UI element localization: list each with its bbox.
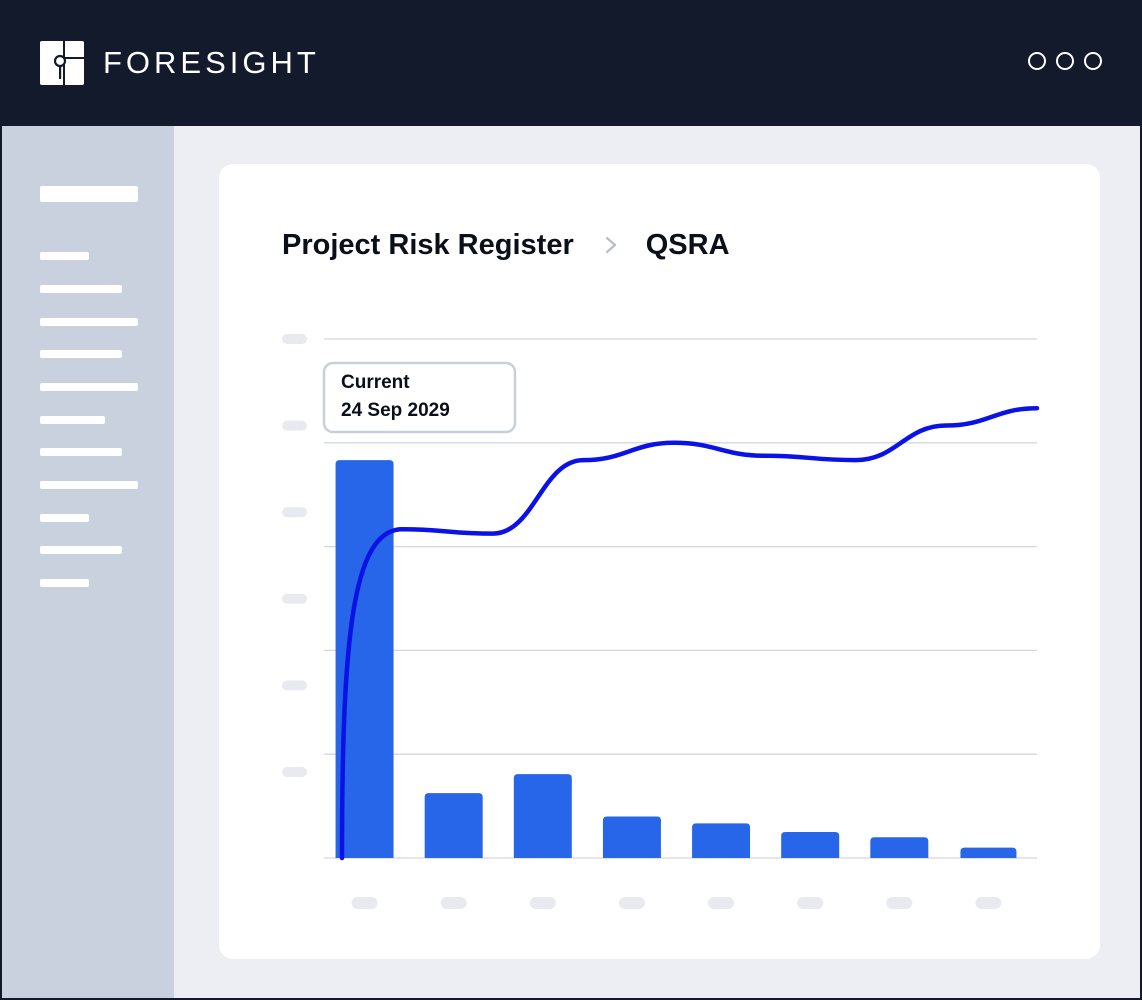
y-tick-label-placeholder <box>282 507 307 518</box>
sidebar-item[interactable] <box>40 448 122 456</box>
bar <box>692 823 751 858</box>
sidebar-item[interactable] <box>40 579 89 587</box>
x-tick-label-placeholder <box>351 897 378 909</box>
y-tick-label-placeholder <box>282 593 307 604</box>
bar <box>335 460 394 858</box>
sidebar-item[interactable] <box>40 416 105 424</box>
x-tick-label-placeholder <box>529 897 556 909</box>
bar <box>602 816 661 858</box>
x-tick-label-placeholder <box>440 897 467 909</box>
sidebar-item[interactable] <box>40 481 138 489</box>
sidebar-item[interactable] <box>40 350 122 358</box>
y-tick-label-placeholder <box>282 420 307 431</box>
top-bar: FORESIGHT <box>2 0 1140 126</box>
tooltip-date: 24 Sep 2029 <box>341 400 450 421</box>
window-controls <box>1028 52 1102 70</box>
breadcrumb-item-qsra[interactable]: QSRA <box>645 229 730 261</box>
circle-icon[interactable] <box>1084 52 1102 70</box>
breadcrumb-item-project-risk-register[interactable]: Project Risk Register <box>282 229 574 261</box>
sidebar-item[interactable] <box>40 318 138 326</box>
bar <box>513 774 572 858</box>
chevron-right-icon <box>605 236 616 254</box>
sidebar-item[interactable] <box>40 285 122 293</box>
bar <box>781 832 840 858</box>
sidebar-item[interactable] <box>40 546 122 554</box>
sidebar-item[interactable] <box>40 383 138 391</box>
brand-name: FORESIGHT <box>103 45 320 80</box>
circle-icon[interactable] <box>1056 52 1074 70</box>
sidebar <box>2 126 174 998</box>
sidebar-item[interactable] <box>40 252 89 260</box>
logo-icon <box>40 41 84 85</box>
y-tick-label-placeholder <box>282 680 307 691</box>
x-tick-label-placeholder <box>975 897 1002 909</box>
breadcrumb: Project Risk Register QSRA <box>282 227 730 263</box>
x-tick-label-placeholder <box>886 897 913 909</box>
tooltip-title: Current <box>341 372 410 393</box>
y-tick-label-placeholder <box>282 767 307 777</box>
bar <box>960 847 1017 858</box>
x-tick-label-placeholder <box>708 897 735 909</box>
current-date-tooltip: Current 24 Sep 2029 <box>322 361 517 434</box>
bar <box>870 837 929 858</box>
circle-icon[interactable] <box>1028 52 1046 70</box>
bar <box>424 793 483 858</box>
x-tick-label-placeholder <box>618 897 645 909</box>
sidebar-item[interactable] <box>40 514 89 522</box>
x-tick-label-placeholder <box>797 897 824 909</box>
tooltip-box <box>322 361 517 434</box>
cumulative-line <box>339 405 1040 861</box>
y-tick-label-placeholder <box>282 334 307 344</box>
sidebar-heading-placeholder <box>40 186 138 202</box>
